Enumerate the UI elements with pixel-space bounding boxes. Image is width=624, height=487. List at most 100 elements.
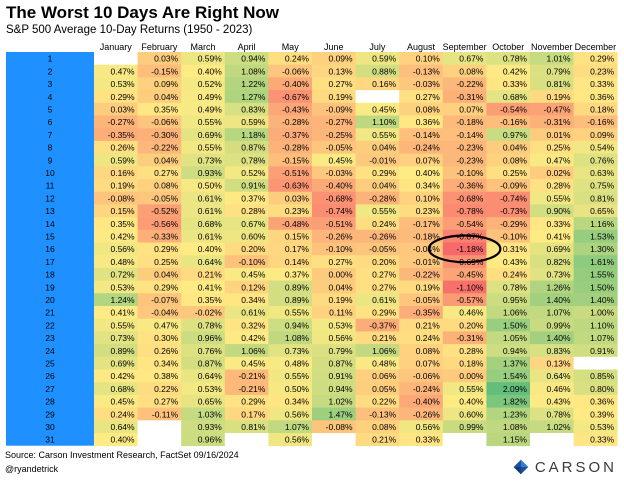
heatmap-cell xyxy=(312,331,356,345)
day-label: 26 xyxy=(45,371,55,381)
cell-value: 0.56% xyxy=(110,244,135,254)
cell-value: 0.14% xyxy=(285,257,310,267)
heatmap-cell xyxy=(530,166,574,180)
cell-value: -0.09% xyxy=(500,181,527,191)
heatmap-cell xyxy=(224,204,269,218)
heatmap-cell xyxy=(573,52,618,66)
heatmap-cell xyxy=(224,280,269,294)
cell-value: -0.10% xyxy=(238,257,265,267)
cell-value: 0.08% xyxy=(416,105,441,115)
cell-value: 0.03% xyxy=(285,193,310,203)
cell-value: 0.55% xyxy=(372,130,397,140)
heatmap-cell xyxy=(573,255,618,269)
heatmap-cell xyxy=(573,204,618,218)
heatmap-cell xyxy=(268,407,313,421)
heatmap-cell xyxy=(355,293,400,307)
cell-value: 0.21% xyxy=(372,435,397,445)
chart-title: The Worst 10 Days Are Right Now xyxy=(6,3,279,22)
heatmap-cell xyxy=(573,331,618,345)
cell-value: 0.15% xyxy=(285,232,310,242)
row-label-column xyxy=(6,52,94,446)
cell-value: 0.08% xyxy=(154,181,179,191)
heatmap-cell xyxy=(486,204,531,218)
heatmap-cell xyxy=(224,267,269,281)
cell-value: 0.42% xyxy=(110,232,135,242)
cell-value: 0.68% xyxy=(503,92,528,102)
cell-value: 0.33% xyxy=(503,79,528,89)
cell-value: 0.65% xyxy=(590,206,615,216)
cell-value: 0.00% xyxy=(328,270,353,280)
cell-value: 0.61% xyxy=(198,206,223,216)
heatmap-cell xyxy=(94,356,138,370)
heatmap-cell xyxy=(399,229,444,243)
heatmap-cell xyxy=(355,153,400,167)
heatmap-cell xyxy=(268,166,313,180)
day-label: 30 xyxy=(45,422,55,432)
heatmap-cell xyxy=(137,140,182,154)
cell-value: 0.59% xyxy=(372,54,397,64)
cell-value: 0.88% xyxy=(372,66,397,76)
day-label: 8 xyxy=(48,143,53,153)
cell-value: 0.78% xyxy=(503,54,528,64)
heatmap-cell xyxy=(181,331,226,345)
cell-value: -0.09% xyxy=(326,105,353,115)
heatmap-cell xyxy=(137,242,182,256)
cell-value: 0.73% xyxy=(110,333,135,343)
cell-value: 1.23% xyxy=(503,409,528,419)
cell-value: 0.27% xyxy=(372,282,397,292)
cell-value: 0.21% xyxy=(372,333,397,343)
heatmap-cell xyxy=(268,267,313,281)
cell-value: 0.69% xyxy=(198,130,223,140)
cell-value: 0.53% xyxy=(198,384,223,394)
cell-value: 0.97% xyxy=(503,130,528,140)
cell-value: -0.04% xyxy=(151,308,178,318)
heatmap-cell xyxy=(442,90,487,104)
cell-value: 0.53% xyxy=(110,282,135,292)
heatmap-cell xyxy=(94,102,138,116)
heatmap-cell xyxy=(355,191,400,205)
heatmap-cell xyxy=(530,191,574,205)
cell-value: 0.16% xyxy=(110,168,135,178)
cell-value: 0.41% xyxy=(110,308,135,318)
heatmap-cell xyxy=(355,382,400,396)
heatmap-cell xyxy=(181,191,226,205)
carson-logo: CARSON xyxy=(513,454,617,480)
heatmap-cell xyxy=(137,280,182,294)
cell-value: 1.06% xyxy=(503,308,528,318)
day-label: 29 xyxy=(45,409,55,419)
month-header: December xyxy=(575,42,617,52)
cell-value: 0.34% xyxy=(154,359,179,369)
heatmap-cell xyxy=(355,433,400,447)
heatmap-cell xyxy=(268,52,313,66)
heatmap-cell xyxy=(355,242,400,256)
cell-value: -0.54% xyxy=(500,105,527,115)
cell-value: 0.78% xyxy=(241,155,266,165)
cell-value: 1.50% xyxy=(590,282,615,292)
cell-value: 0.40% xyxy=(198,244,223,254)
heatmap-cell xyxy=(94,77,138,91)
cell-value: 0.47% xyxy=(154,320,179,330)
heatmap-cell xyxy=(94,306,138,320)
heatmap-cell xyxy=(224,407,269,421)
heatmap-cell xyxy=(530,115,574,129)
cell-value: 0.23% xyxy=(590,66,615,76)
heatmap-cell xyxy=(399,242,444,256)
cell-value: 0.02% xyxy=(546,168,571,178)
heatmap-cell xyxy=(224,115,269,129)
cell-value: -0.28% xyxy=(369,193,396,203)
heatmap-cell xyxy=(355,356,400,370)
cell-value: 1.82% xyxy=(503,397,528,407)
cell-value: -0.23% xyxy=(456,155,483,165)
cell-value: -0.01% xyxy=(413,257,440,267)
highlight-circle xyxy=(427,234,502,264)
cell-value: 0.21% xyxy=(198,270,223,280)
heatmap-cell xyxy=(94,128,138,142)
heatmap-cell xyxy=(268,420,313,434)
heatmap-cell xyxy=(573,306,618,320)
heatmap-cell xyxy=(486,280,531,294)
heatmap-cell xyxy=(312,306,356,320)
heatmap-cell xyxy=(355,331,400,345)
heatmap-cell xyxy=(268,293,313,307)
cell-value: 0.83% xyxy=(546,346,571,356)
heatmap-cell xyxy=(137,420,182,434)
